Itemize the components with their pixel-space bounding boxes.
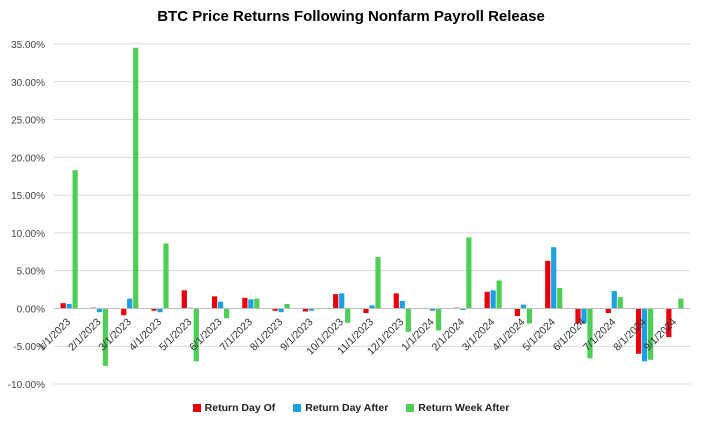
y-tick-label: 15.00% xyxy=(11,191,45,202)
bar-return-day-after xyxy=(217,301,224,309)
bar-return-week-after xyxy=(163,243,169,309)
bar-return-day-of xyxy=(363,308,369,313)
bar-return-week-after xyxy=(526,308,533,324)
bar-return-day-of xyxy=(151,308,157,311)
bar-return-day-after xyxy=(429,308,436,311)
bar-return-day-of xyxy=(242,297,248,309)
bar-return-week-after xyxy=(223,308,230,319)
bar-return-day-after xyxy=(369,305,375,309)
bar-return-day-of xyxy=(484,291,490,309)
y-tick-label: 5.00% xyxy=(17,267,45,278)
bar-return-day-of xyxy=(272,308,278,311)
bar-return-day-of xyxy=(181,290,187,309)
bar-return-day-of xyxy=(333,294,339,309)
bar-return-week-after xyxy=(133,47,139,309)
bar-return-week-after xyxy=(496,280,502,309)
y-tick-label: 0.00% xyxy=(17,304,45,315)
bar-return-week-after xyxy=(587,308,593,359)
bar-return-day-after xyxy=(460,308,466,310)
legend: Return Day Of Return Day After Return We… xyxy=(0,402,702,414)
bar-return-day-of xyxy=(60,303,66,309)
y-tick-label: 30.00% xyxy=(11,78,45,89)
bar-return-day-after xyxy=(96,308,103,313)
y-tick-label: -10.00% xyxy=(8,380,45,391)
legend-item-return-day-after: Return Day After xyxy=(293,402,388,414)
y-tick-label: 10.00% xyxy=(11,229,45,240)
legend-item-return-day-of: Return Day Of xyxy=(192,402,276,414)
bar-return-week-after xyxy=(193,308,199,362)
bar-return-week-after xyxy=(284,303,290,309)
bar-return-day-of xyxy=(635,308,642,354)
bar-return-day-of xyxy=(211,296,218,309)
bar-return-day-after xyxy=(248,299,254,309)
bar-return-week-after xyxy=(435,308,442,331)
bar-return-day-after xyxy=(66,303,72,309)
bar-return-week-after xyxy=(678,298,684,309)
bar-return-day-after xyxy=(308,308,315,311)
bar-return-day-after xyxy=(278,308,284,313)
legend-swatch xyxy=(293,404,302,412)
x-tick-label: 9/1/2024 xyxy=(642,316,679,353)
y-tick-label: 25.00% xyxy=(11,116,45,127)
bar-return-day-after xyxy=(641,308,648,362)
bar-return-day-of xyxy=(302,308,309,312)
bar-return-day-after xyxy=(490,290,496,309)
legend-label: Return Week After xyxy=(418,402,510,414)
y-tick-label: -5.00% xyxy=(13,342,45,353)
bar-return-day-of xyxy=(575,308,581,324)
bar-return-day-after xyxy=(611,291,617,309)
bar-return-day-after xyxy=(520,304,527,309)
bar-return-week-after xyxy=(375,257,381,309)
bar-return-week-after xyxy=(617,297,623,309)
bar-return-week-after xyxy=(647,308,654,360)
y-tick-label: 35.00% xyxy=(11,40,45,51)
legend-item-return-week-after: Return Week After xyxy=(406,402,509,414)
bar-return-day-after xyxy=(339,293,345,309)
bar-return-week-after xyxy=(345,308,351,323)
bar-return-day-of xyxy=(666,308,672,338)
legend-swatch xyxy=(406,404,415,412)
bar-return-week-after xyxy=(102,308,109,366)
bar-return-week-after xyxy=(466,237,472,309)
bar-return-week-after xyxy=(557,288,563,309)
bar-return-day-after xyxy=(551,247,557,309)
bar-return-day-after xyxy=(127,298,133,309)
legend-label: Return Day Of xyxy=(204,402,276,414)
bar-return-day-of xyxy=(545,260,551,309)
legend-label: Return Day After xyxy=(305,402,389,414)
legend-swatch xyxy=(192,404,201,412)
bar-return-day-after xyxy=(581,308,587,324)
bar-return-day-of xyxy=(393,293,399,309)
bar-return-day-of xyxy=(121,308,127,316)
chart-title: BTC Price Returns Following Nonfarm Payr… xyxy=(157,8,545,25)
bar-return-week-after xyxy=(72,170,78,309)
bar-return-week-after xyxy=(254,298,260,309)
bar-return-day-after xyxy=(399,300,405,309)
y-tick-label: 20.00% xyxy=(11,153,45,164)
bar-return-day-after xyxy=(157,308,163,313)
bar-return-day-of xyxy=(514,308,521,316)
bar-return-day-of xyxy=(605,308,611,313)
bar-return-week-after xyxy=(405,308,411,332)
